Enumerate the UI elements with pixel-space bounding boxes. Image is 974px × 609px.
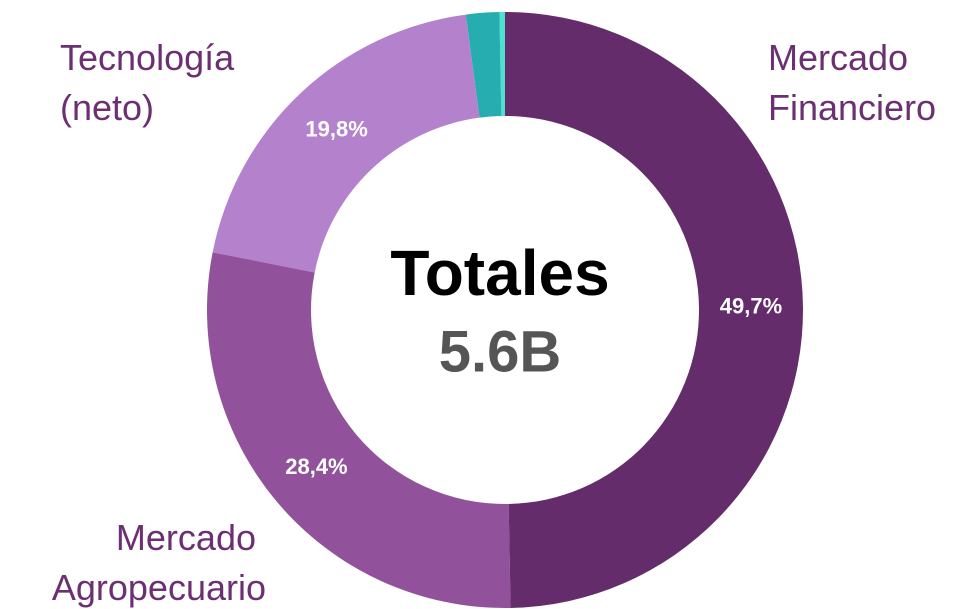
data-label: 49,7% — [720, 293, 782, 318]
data-label: 19,8% — [305, 116, 367, 141]
donut-slice — [505, 12, 804, 608]
category-label: Mercado Financiero — [768, 37, 936, 128]
donut-slice — [465, 12, 502, 118]
center-title: Totales — [390, 237, 609, 309]
donut-slice — [212, 14, 480, 273]
category-label: Tecnología (neto) — [60, 37, 244, 128]
center-value: 5.6B — [439, 319, 562, 384]
data-label: 28,4% — [285, 454, 347, 479]
donut-slice — [499, 12, 505, 117]
donut-slice — [207, 252, 511, 608]
category-label: Mercado Agropecuario — [52, 517, 266, 608]
